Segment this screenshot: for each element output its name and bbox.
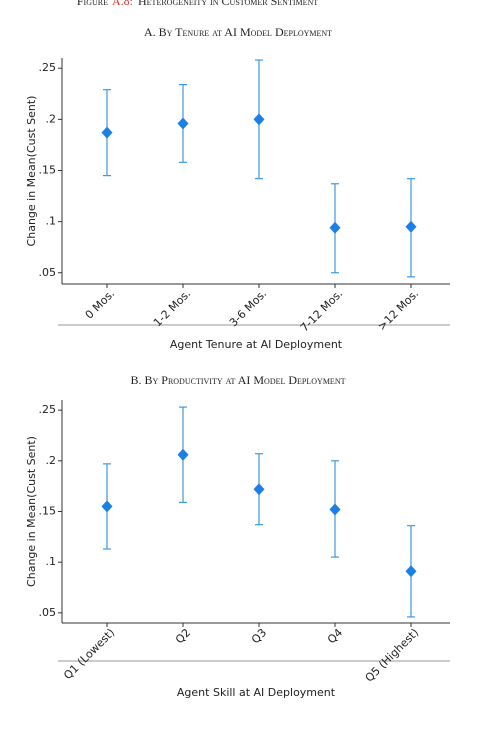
x-tick-label: Q2	[173, 626, 193, 646]
y-tick-label: .15	[39, 505, 57, 518]
panel-subtitle: B. By Productivity at AI Model Deploymen…	[130, 373, 345, 387]
y-tick-label: .05	[39, 266, 57, 279]
point	[405, 220, 417, 233]
x-tick-label: 0 Mos.	[83, 287, 118, 322]
figure-number: A.8:	[112, 0, 133, 8]
panel-subtitle: A. By Tenure at AI Model Deployment	[144, 25, 332, 39]
x-tick-label: >12 Mos.	[375, 287, 421, 333]
point	[405, 565, 417, 578]
x-tick-label: Q3	[249, 626, 269, 646]
x-tick-label: Q4	[325, 626, 345, 646]
x-tick-label: Q1 (Lowest)	[61, 626, 117, 682]
point	[101, 500, 113, 513]
x-tick-label: 3-6 Mos.	[227, 287, 269, 329]
figure-prefix: Figure	[77, 0, 108, 8]
point	[329, 503, 341, 516]
y-tick-label: .05	[39, 606, 57, 619]
x-tick-label: Q5 (Highest)	[363, 626, 422, 685]
x-tick-label: 1-2 Mos.	[151, 287, 193, 329]
y-tick-label: .15	[39, 163, 57, 176]
y-tick-label: .1	[46, 215, 57, 228]
point	[177, 448, 189, 461]
figure-title: Heterogeneity in Customer Sentiment	[138, 0, 318, 8]
point	[329, 221, 341, 234]
x-tick-label: 7-12 Mos.	[298, 287, 345, 334]
y-tick-label: .2	[46, 112, 57, 125]
y-axis-label: Change in Mean(Cust Sent)	[25, 96, 38, 247]
point	[253, 483, 265, 496]
y-tick-label: .25	[39, 61, 57, 74]
x-axis-label: Agent Skill at AI Deployment	[177, 686, 336, 699]
y-axis-label: Change in Mean(Cust Sent)	[25, 436, 38, 587]
x-axis-label: Agent Tenure at AI Deployment	[170, 338, 343, 351]
y-tick-label: .2	[46, 454, 57, 467]
y-tick-label: .1	[46, 555, 57, 568]
point	[101, 126, 113, 139]
point	[177, 117, 189, 130]
y-tick-label: .25	[39, 403, 57, 416]
point	[253, 113, 265, 126]
